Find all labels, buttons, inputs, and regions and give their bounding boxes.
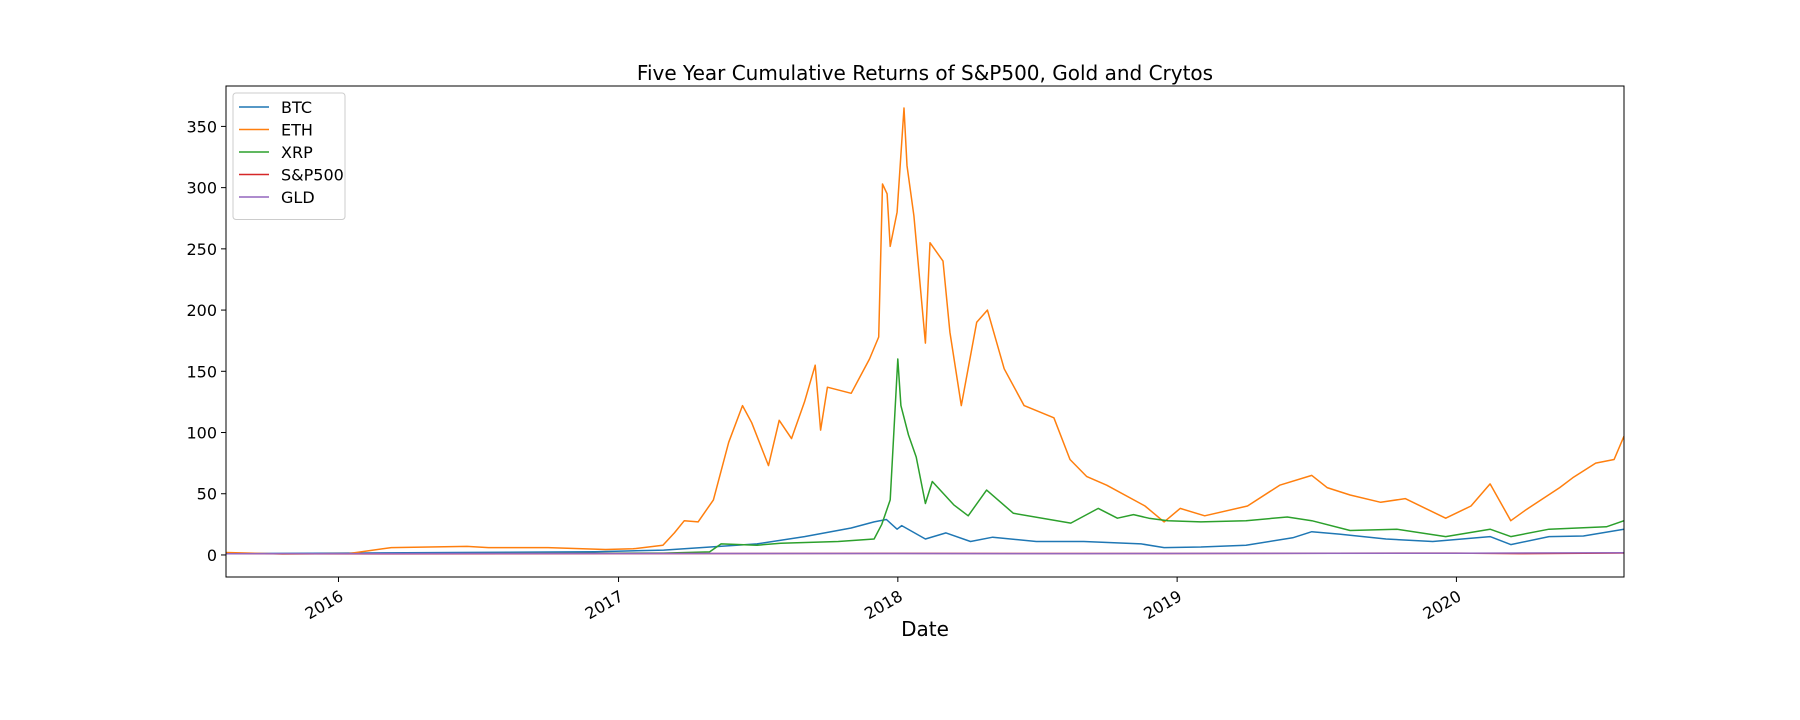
y-tick-label: 100 bbox=[186, 424, 217, 443]
series-line-xrp bbox=[226, 358, 1624, 555]
y-tick-label: 0 bbox=[207, 546, 217, 565]
y-tick-label: 300 bbox=[186, 179, 217, 198]
y-axis: 0 50 100 150 200 250 300 350 bbox=[186, 117, 226, 565]
legend-label-xrp: XRP bbox=[281, 143, 313, 162]
series-lines bbox=[226, 107, 1624, 555]
legend-label-btc: BTC bbox=[281, 98, 312, 117]
series-line-eth bbox=[226, 107, 1624, 555]
plot-area bbox=[225, 85, 1625, 578]
legend: BTC ETH XRP S&P500 GLD bbox=[232, 92, 346, 220]
y-tick-label: 200 bbox=[186, 301, 217, 320]
legend-label-sp500: S&P500 bbox=[281, 166, 344, 185]
y-tick-label: 150 bbox=[186, 362, 217, 381]
plot-frame bbox=[225, 85, 1625, 578]
series-line-gld bbox=[226, 552, 1624, 555]
y-tick-label: 250 bbox=[186, 240, 217, 259]
y-tick-label: 350 bbox=[186, 117, 217, 136]
chart-title: Five Year Cumulative Returns of S&P500, … bbox=[637, 61, 1213, 85]
x-axis-label: Date bbox=[901, 617, 949, 641]
series-line-btc bbox=[226, 518, 1624, 555]
y-tick-label: 50 bbox=[197, 485, 217, 504]
legend-box bbox=[232, 92, 346, 220]
legend-label-gld: GLD bbox=[281, 188, 315, 207]
legend-label-eth: ETH bbox=[281, 121, 313, 140]
